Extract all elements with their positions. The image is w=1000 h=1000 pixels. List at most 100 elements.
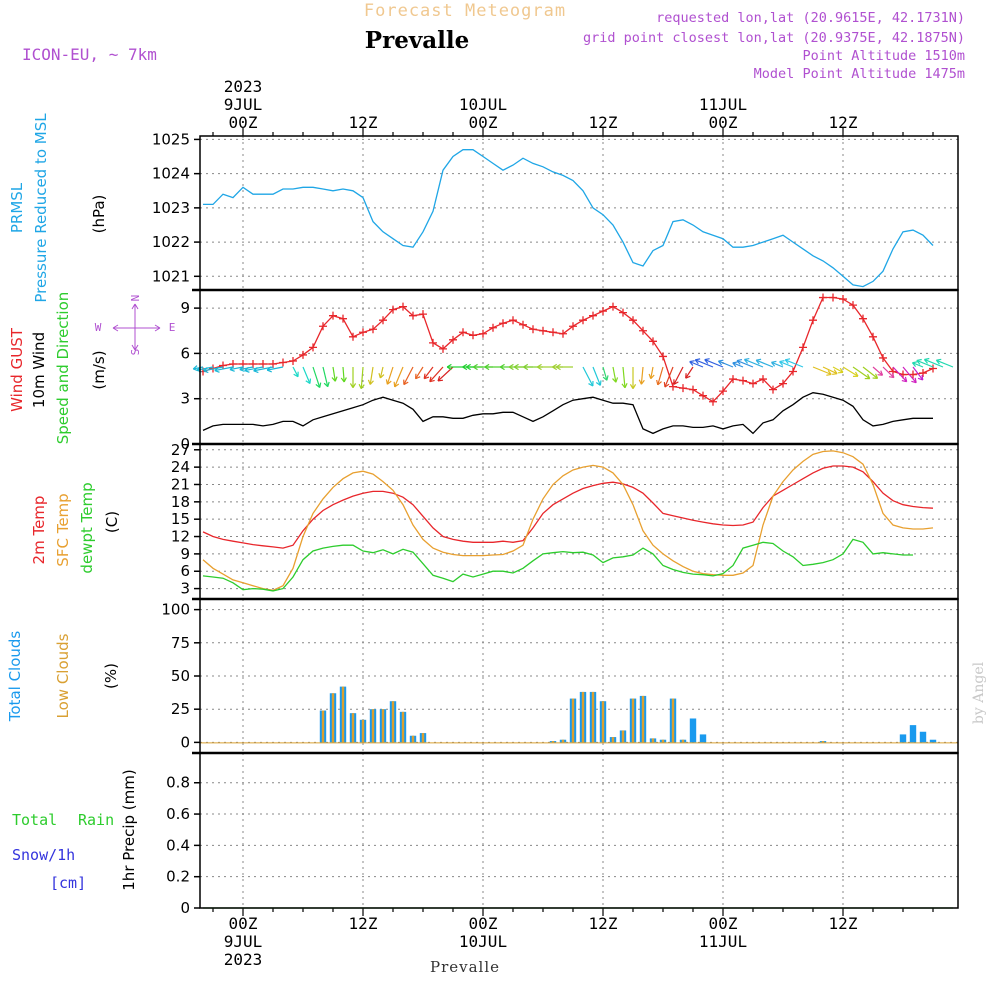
y-tick-label: 0 [180, 733, 190, 751]
gust-marker [699, 391, 707, 400]
wind-arrow [302, 366, 312, 385]
wind-arrow [322, 366, 330, 388]
y-tick-label: 1022 [152, 233, 190, 251]
y-tick-label: 12 [171, 528, 190, 546]
low-cloud-bar [821, 741, 825, 743]
gust-marker [689, 385, 697, 394]
bottom-time-label: 11JUL [699, 932, 747, 951]
wind10m-line [202, 392, 933, 435]
gust-marker [299, 350, 307, 359]
gust-marker [779, 379, 787, 388]
y-tick-label: 0.2 [166, 868, 190, 886]
y-tick-label: 50 [171, 667, 190, 685]
gust-marker [619, 308, 627, 317]
wind-arrow [736, 358, 754, 368]
wind-arrow [582, 366, 594, 387]
low-cloud-bar [601, 701, 605, 743]
top-time-label: 9JUL [224, 95, 263, 114]
gust-marker [829, 293, 837, 302]
y-tick-label: 27 [171, 441, 190, 459]
wind-arrow [555, 363, 573, 371]
total-cloud-bar [909, 725, 917, 743]
gust-marker [579, 316, 587, 325]
wind-arrow [393, 366, 404, 388]
gust-marker [669, 382, 677, 391]
gust-marker [279, 358, 287, 367]
gust-marker [379, 316, 387, 325]
total-cloud-bar [919, 731, 927, 743]
panel-clouds [242, 599, 844, 753]
gust-label: Wind GUST [8, 327, 26, 412]
gust-marker [569, 322, 577, 331]
bottom-time-label: 00Z [469, 914, 498, 933]
bottom-time-label: 2023 [224, 950, 263, 969]
y-tick-label: 100 [161, 601, 190, 619]
top-time-label: 12Z [589, 113, 618, 132]
low-cloud-bar [351, 713, 355, 743]
wind-arrow [923, 357, 944, 368]
wind-arrow [842, 366, 859, 378]
wind-arrow [331, 366, 338, 382]
top-time-label: 2023 [224, 77, 263, 96]
gust-marker [589, 311, 597, 320]
wind-arrow [203, 366, 224, 374]
wind-arrow [629, 367, 637, 389]
low-cloud-bar [391, 701, 395, 743]
panel-pressure [242, 136, 844, 290]
gust-marker [449, 335, 457, 344]
bottom-time-label: 12Z [829, 914, 858, 933]
t2m-line [202, 465, 934, 549]
wind-arrow [378, 366, 385, 379]
station-title: Prevalle [365, 27, 469, 54]
gust-marker [409, 311, 417, 320]
dewpt-label: dewpt Temp [78, 482, 96, 573]
footer-station: Prevalle [430, 958, 500, 976]
wind-arrow [415, 366, 424, 380]
wind-arrow [423, 366, 434, 380]
low-cloud-bar [561, 739, 565, 743]
low-cloud-bar [321, 710, 325, 743]
wind-direction-label: Speed and Direction [54, 292, 72, 445]
compass-rose: W E N S [95, 295, 176, 356]
pressure-label: Pressure Reduced to MSL [32, 113, 50, 303]
gust-marker [339, 314, 347, 323]
wind-arrow [536, 363, 553, 371]
low-cloud-bar [341, 686, 345, 743]
bottom-time-label: 00Z [229, 914, 258, 933]
low-cloud-bar [651, 738, 655, 743]
wind-arrow [912, 366, 924, 381]
gust-marker [859, 314, 867, 323]
bottom-time-label: 00Z [709, 914, 738, 933]
low-cloud-bar [401, 711, 405, 743]
panel-temp [242, 444, 844, 599]
gust-marker [629, 316, 637, 325]
precip-snow-label: Snow/1h [12, 846, 75, 864]
wind-arrow [484, 363, 503, 371]
low-cloud-bar [611, 737, 615, 743]
wind-arrow [239, 365, 254, 372]
y-tick-label: 9 [180, 299, 190, 317]
gust-marker [419, 310, 427, 319]
total-cloud-bar [699, 734, 707, 743]
low-cloud-bar [591, 691, 595, 743]
wind-arrow [916, 358, 934, 368]
wind-arrow [340, 366, 347, 383]
wind-arrow [732, 361, 744, 368]
y-tick-label: 1021 [152, 267, 190, 285]
gust-marker [729, 375, 737, 384]
y-tick-label: 25 [171, 700, 190, 718]
wind-arrow [592, 366, 602, 386]
panel-frame [199, 135, 959, 291]
total-clouds-label: Total Clouds [6, 631, 24, 723]
point-info-line: requested lon,lat (20.9615E, 42.1731N) [656, 10, 965, 26]
wind-arrow [743, 357, 764, 368]
pressure-line [203, 149, 934, 288]
compass-e: E [169, 321, 176, 334]
point-info-line: Point Altitude 1510m [802, 48, 965, 64]
gust-marker [799, 343, 807, 352]
low-cloud-bar [581, 691, 585, 743]
wind-arrow [602, 366, 609, 381]
gust-marker [439, 344, 447, 353]
gust-marker [809, 316, 817, 325]
